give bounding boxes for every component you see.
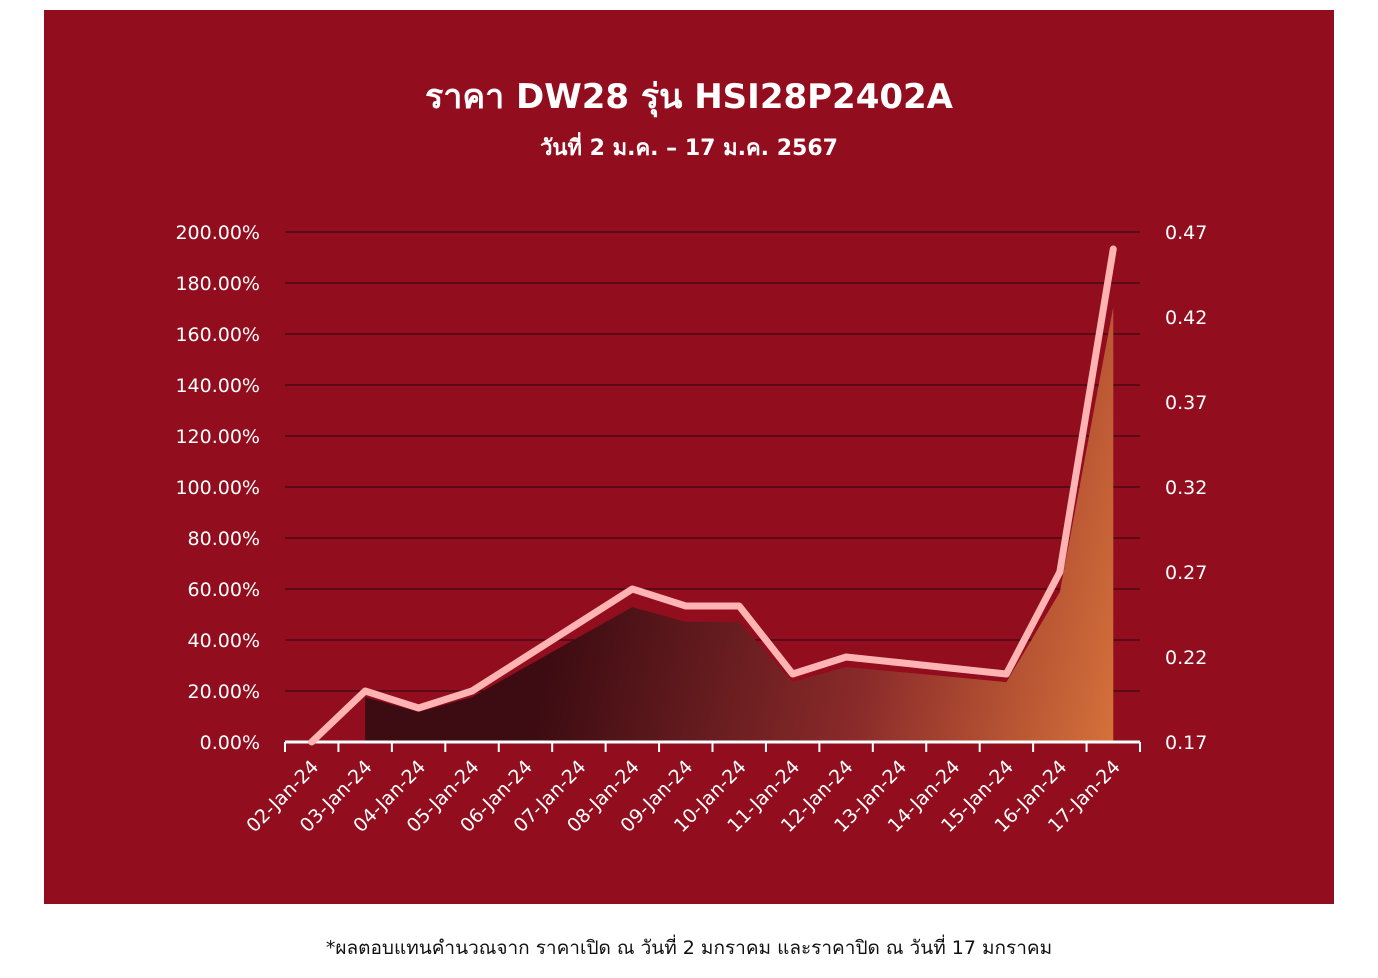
y-right-tick-label: 0.47 — [1165, 222, 1207, 244]
y-left-tick-label: 40.00% — [188, 630, 260, 652]
x-axis — [284, 740, 1141, 752]
y-left-tick-label: 80.00% — [188, 528, 260, 550]
area-layer — [365, 306, 1114, 742]
x-axis-labels: 02-Jan-2403-Jan-2404-Jan-2405-Jan-2406-J… — [242, 756, 1124, 837]
chart-subtitle: วันที่ 2 ม.ค. – 17 ม.ค. 2567 — [540, 131, 838, 161]
y-axis-left: 0.00% 20.00% 40.00% 60.00% 80.00% 100.00% 120.… — [175, 222, 260, 754]
return-area — [365, 306, 1114, 742]
price-line-layer — [308, 245, 1117, 746]
y-left-tick-label: 140.00% — [175, 375, 260, 397]
y-left-tick-label: 180.00% — [175, 273, 260, 295]
y-right-tick-label: 0.17 — [1165, 732, 1207, 754]
y-axis-right: 0.17 0.22 0.27 0.32 0.37 0.42 0.47 — [1165, 222, 1207, 754]
footnote: *ผลตอบแทนคำนวณจาก ราคาเปิด ณ วันที่ 2 มก… — [325, 937, 1053, 959]
chart-panel — [44, 10, 1334, 904]
y-left-tick-label: 60.00% — [188, 579, 260, 601]
y-left-tick-label: 160.00% — [175, 324, 260, 346]
y-right-tick-label: 0.42 — [1165, 307, 1207, 329]
chart-title: ราคา DW28 รุ่น HSI28P2402A — [425, 77, 954, 118]
price-line — [308, 245, 1117, 746]
y-left-tick-label: 200.00% — [175, 222, 260, 244]
y-left-tick-label: 20.00% — [188, 681, 260, 703]
y-left-tick-label: 0.00% — [200, 732, 260, 754]
y-right-tick-label: 0.37 — [1165, 392, 1207, 414]
y-right-tick-label: 0.27 — [1165, 562, 1207, 584]
y-right-tick-label: 0.22 — [1165, 647, 1207, 669]
y-left-tick-label: 120.00% — [175, 426, 260, 448]
y-right-tick-label: 0.32 — [1165, 477, 1207, 499]
y-left-tick-label: 100.00% — [175, 477, 260, 499]
